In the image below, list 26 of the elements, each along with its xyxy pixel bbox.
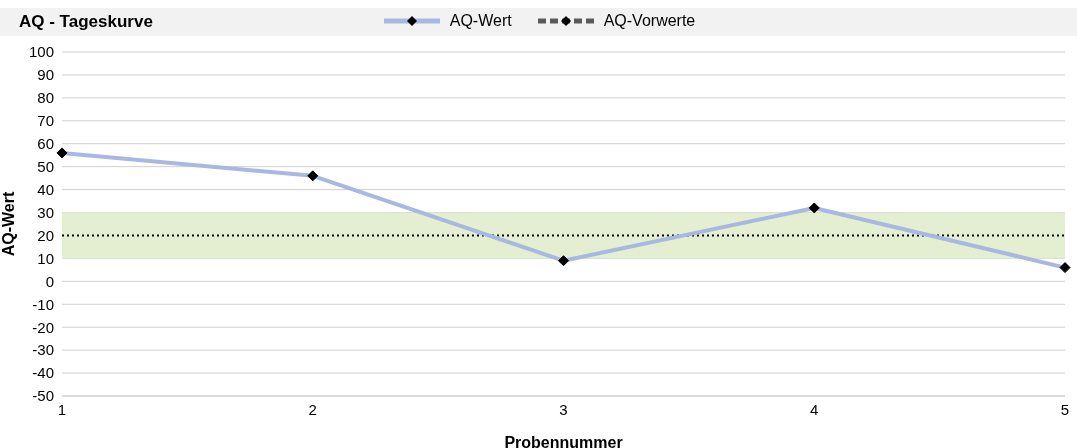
x-tick-label: 3	[559, 400, 568, 418]
x-tick-label: 1	[57, 400, 67, 418]
y-tick-label: -30	[32, 341, 54, 359]
x-tick-label: 2	[308, 400, 317, 418]
y-tick-label: -10	[32, 295, 54, 313]
x-axis-title: Probennummer	[504, 434, 623, 448]
y-tick-label: 60	[37, 135, 54, 153]
y-tick-label: 90	[37, 66, 54, 84]
y-axis-title: AQ-Wert	[0, 191, 17, 257]
y-tick-label: 40	[37, 180, 54, 198]
y-tick-label: 100	[28, 43, 54, 61]
legend-label: AQ-Vorwerte	[603, 12, 696, 30]
y-tick-label: 10	[37, 249, 54, 267]
y-tick-label: -20	[32, 318, 54, 336]
y-tick-label: 70	[37, 112, 54, 130]
x-tick-label: 5	[1060, 400, 1070, 418]
y-tick-label: -50	[32, 387, 54, 405]
y-tick-label: 0	[45, 272, 54, 290]
x-tick-label: 4	[810, 400, 819, 418]
y-tick-label: 20	[37, 226, 54, 244]
y-tick-label: 80	[37, 89, 54, 107]
legend-label: AQ-Wert	[449, 12, 512, 30]
chart-title: AQ - Tageskurve	[19, 12, 153, 32]
y-tick-label: 50	[37, 157, 54, 175]
y-tick-label: -40	[32, 364, 54, 382]
y-tick-label: 30	[37, 203, 54, 221]
